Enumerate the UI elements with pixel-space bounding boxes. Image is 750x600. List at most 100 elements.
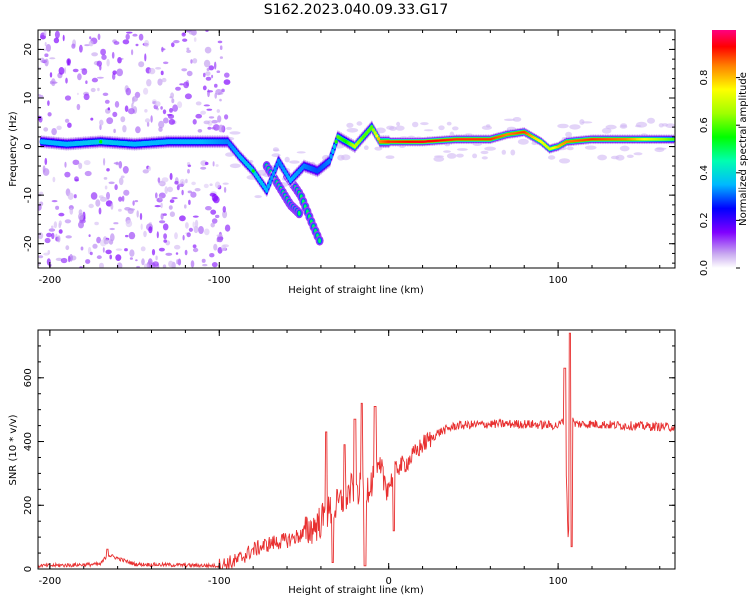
noise-speck [159,196,162,201]
noise-speck [162,223,169,231]
noise-speck [215,214,220,219]
noise-speck [229,131,241,135]
noise-speck [127,108,135,115]
noise-speck [158,120,165,129]
noise-speck [195,101,202,106]
noise-speck [80,246,84,251]
noise-speck [53,37,60,44]
noise-speck [438,125,445,131]
snr-axes: -200 -100 0 100 0 200 400 600 [23,330,675,587]
noise-speck [192,215,199,218]
noise-speck [224,72,230,78]
noise-speck [188,227,193,232]
noise-speck [151,249,156,256]
noise-speck [60,257,68,264]
noise-speck [118,177,124,186]
noise-speck [124,248,128,252]
noise-speck [207,126,212,130]
noise-speck [216,237,220,243]
noise-speck [99,262,104,268]
noise-speck [155,101,161,107]
ridge-mark [531,136,535,138]
noise-speck [46,232,52,238]
noise-speck [179,215,186,222]
noise-speck [139,212,143,221]
noise-speck [221,244,227,251]
noise-speck [97,33,101,40]
noise-speck [517,138,529,145]
figure-title: S162.2023.040.09.33.G17 [263,2,449,18]
noise-speck [132,96,135,104]
noise-speck [64,95,72,101]
noise-speck [219,56,223,59]
noise-speck [206,108,213,111]
noise-speck [112,70,117,75]
noise-speck [95,199,101,207]
noise-speck [256,169,268,176]
noise-speck [144,39,150,48]
noise-speck [558,158,571,164]
ridge-mark [268,179,272,185]
noise-speck [90,117,94,121]
noise-speck [69,207,74,215]
snr-xlabel: Height of straight line (km) [288,585,424,596]
ridge-mark [334,140,338,144]
noise-speck [216,109,220,113]
ridge-mark [561,142,565,145]
noise-speck [192,58,198,64]
noise-speck [174,244,181,250]
noise-speck [157,78,163,86]
noise-speck [169,172,173,181]
noise-speck [190,191,197,198]
noise-speck [162,213,167,216]
noise-speck [569,124,581,130]
y-tick-label: 0 [23,566,34,572]
noise-speck [155,67,162,70]
noise-speck [96,236,101,244]
noise-speck [658,123,664,128]
noise-speck [55,257,63,261]
colorbar-tick-label: 0.6 [699,117,710,133]
noise-speck [78,221,84,229]
noise-speck [226,126,232,130]
noise-speck [81,68,88,75]
branch-mark [318,238,321,244]
noise-speck [142,169,149,174]
snr-ylabel: SNR (10 * v/v) [8,414,19,485]
noise-speck [185,178,188,184]
noise-speck [171,42,175,48]
noise-speck [122,125,127,133]
noise-speck [205,71,211,76]
noise-speck [113,41,120,45]
noise-speck [140,223,143,230]
noise-speck [67,192,74,200]
noise-speck [557,123,569,129]
noise-speck [116,68,123,77]
y-tick-label: 20 [23,43,34,56]
noise-speck [73,194,77,199]
noise-speck [337,154,345,161]
noise-speck [547,155,556,160]
noise-speck [89,251,93,256]
noise-speck [434,155,444,158]
noise-speck [148,67,156,75]
noise-speck [64,219,72,224]
noise-speck [157,177,161,183]
noise-speck [209,183,213,186]
y-tick-label: 10 [23,92,34,105]
noise-speck [191,181,196,186]
noise-speck [200,166,207,170]
noise-speck [182,38,188,42]
noise-speck [162,264,167,268]
noise-speck [39,201,44,207]
noise-speck [88,203,94,209]
noise-speck [99,64,102,71]
noise-speck [115,254,122,261]
ridge-mark [370,125,374,129]
noise-speck [167,114,175,119]
noise-speck [610,155,620,160]
noise-speck [193,225,199,234]
noise-speck [143,263,148,268]
noise-speck [472,153,478,159]
noise-speck [72,159,80,165]
